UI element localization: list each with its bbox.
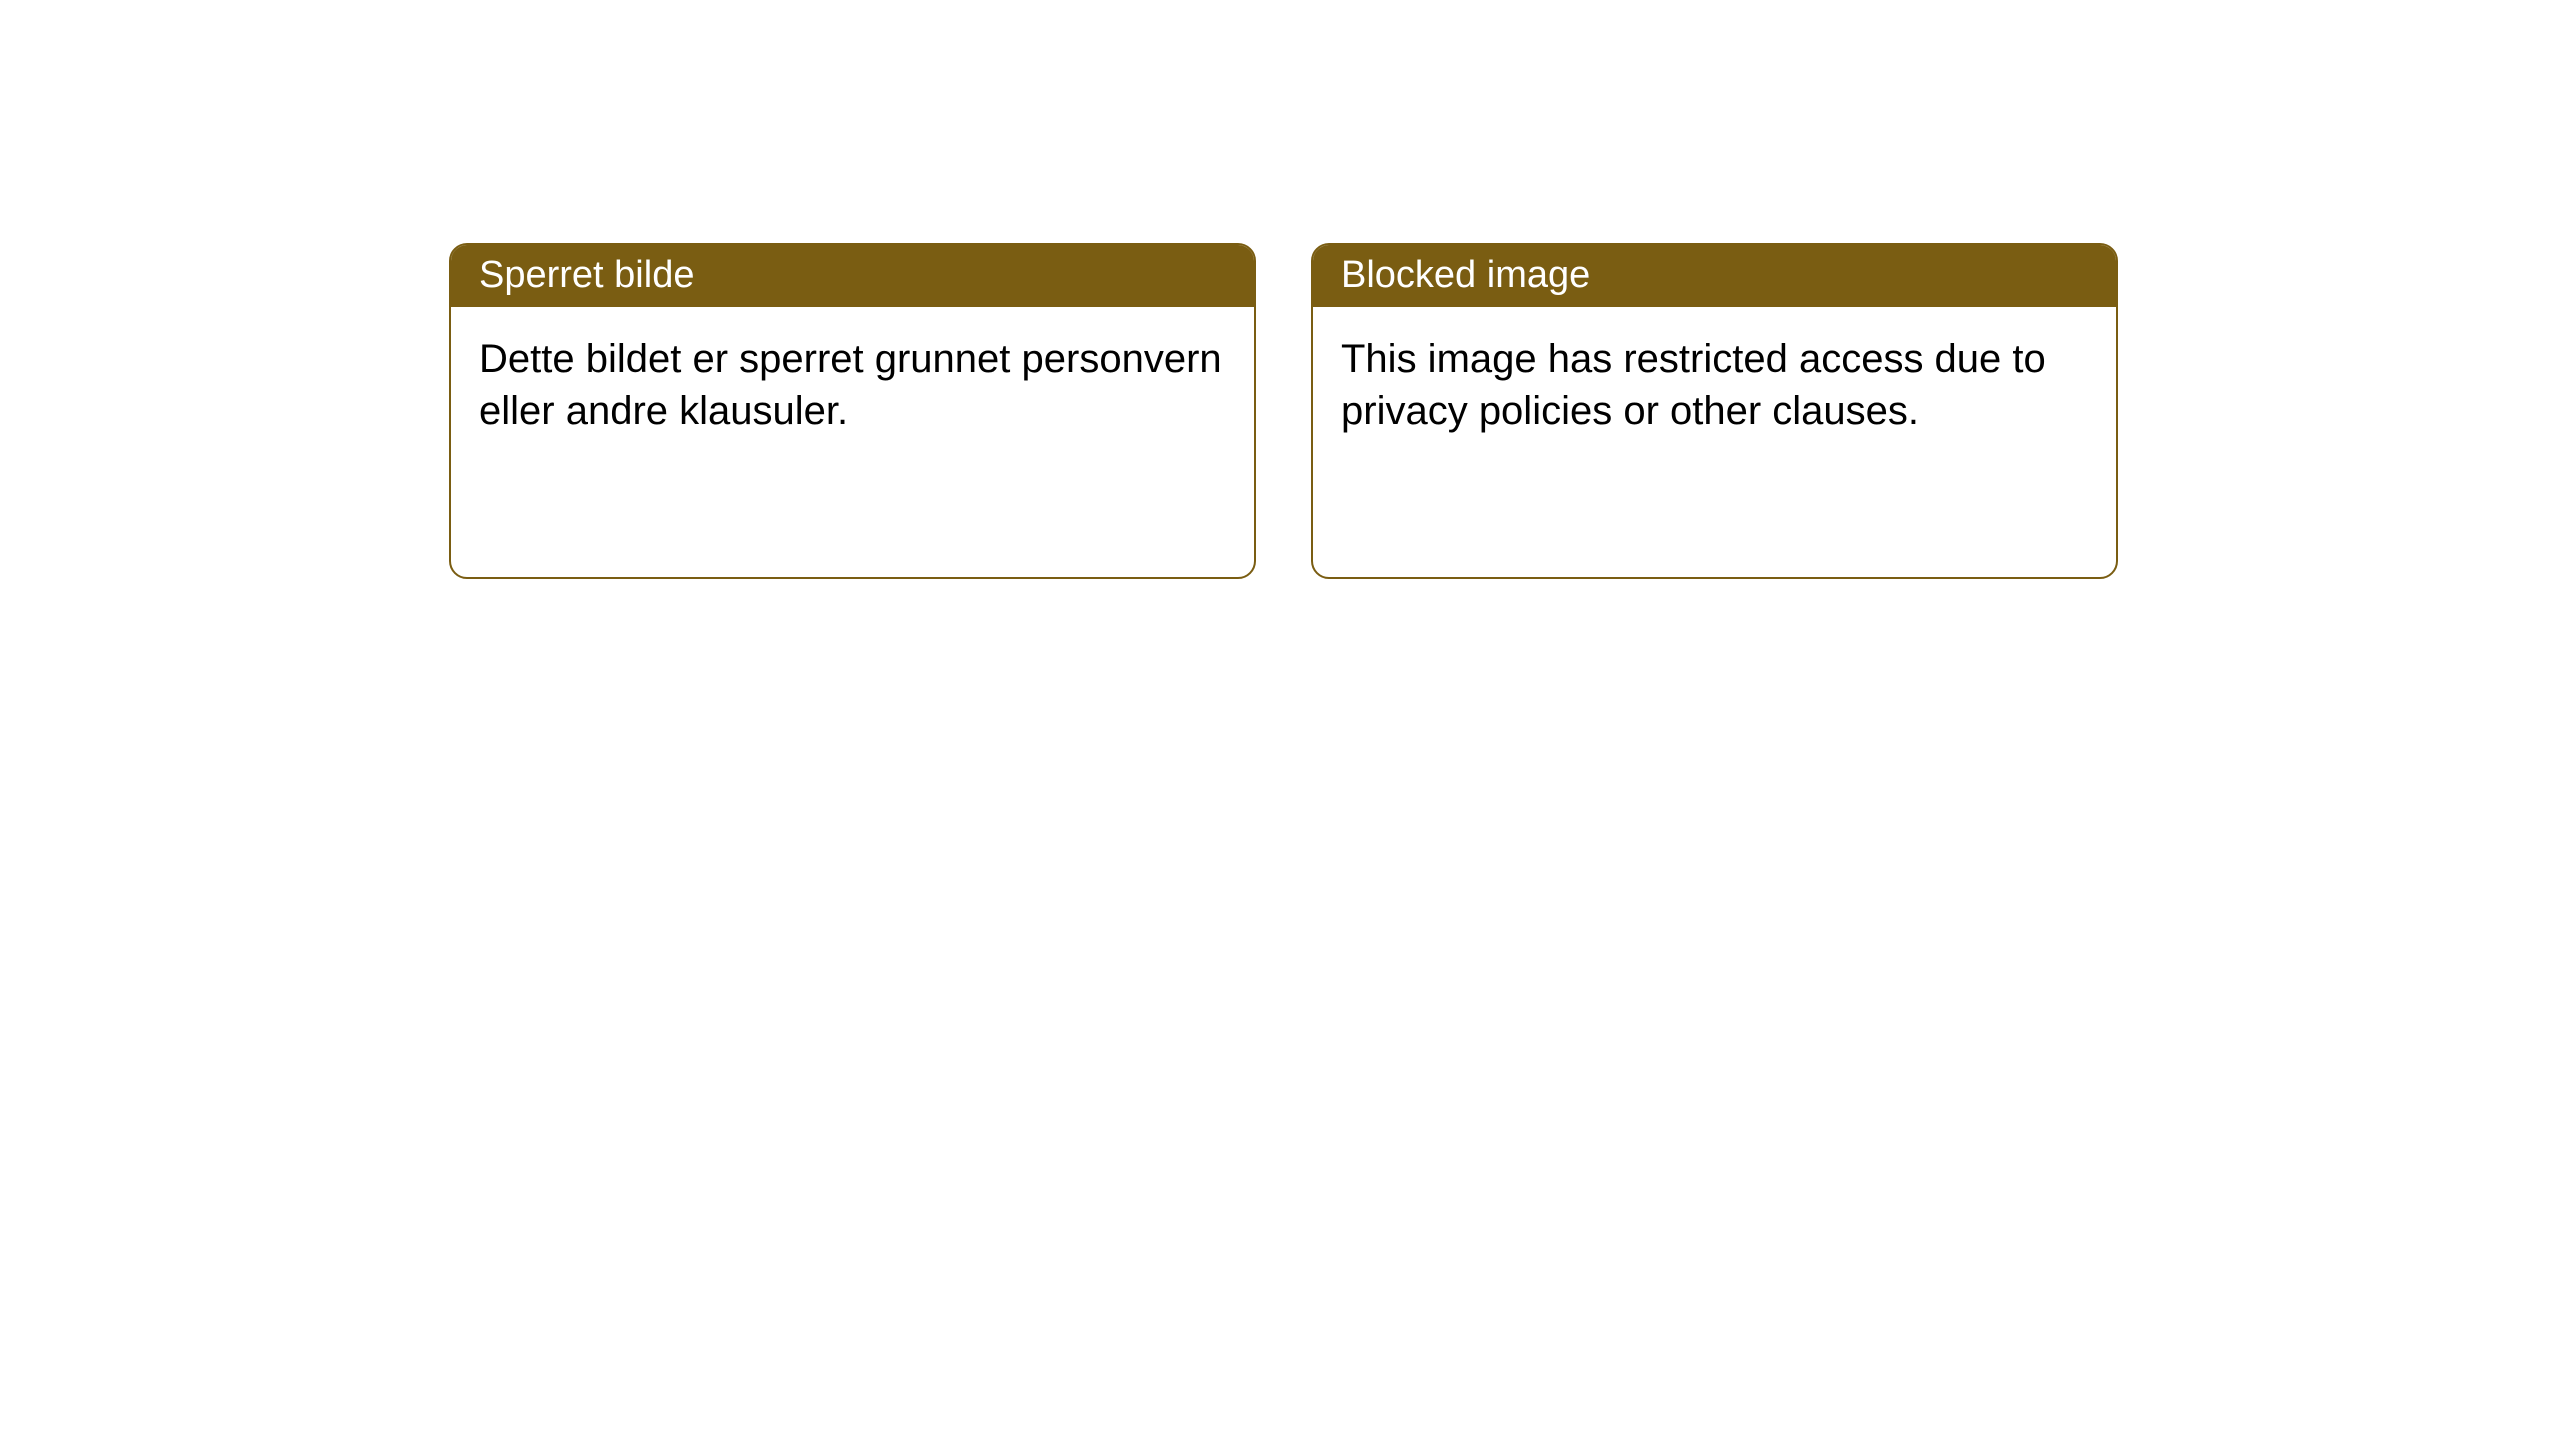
notice-card-english: Blocked image This image has restricted …: [1311, 243, 2118, 579]
notice-card-body: Dette bildet er sperret grunnet personve…: [451, 307, 1254, 463]
notice-card-norwegian: Sperret bilde Dette bildet er sperret gr…: [449, 243, 1256, 579]
notice-card-body: This image has restricted access due to …: [1313, 307, 2116, 463]
notice-card-title: Sperret bilde: [451, 245, 1254, 307]
notice-card-title: Blocked image: [1313, 245, 2116, 307]
blocked-image-notices: Sperret bilde Dette bildet er sperret gr…: [449, 243, 2118, 579]
